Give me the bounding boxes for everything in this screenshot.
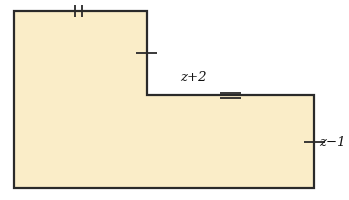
Text: z+2: z+2 [180,71,206,83]
Text: z−1: z−1 [319,136,346,148]
Polygon shape [14,12,314,188]
